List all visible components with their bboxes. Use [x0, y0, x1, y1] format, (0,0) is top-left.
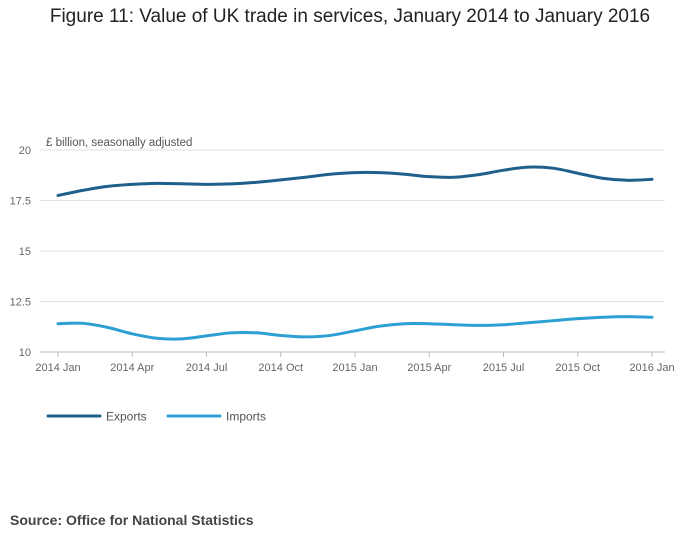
legend-item-exports[interactable]: Exports — [46, 410, 147, 424]
y-tick-label: 10 — [19, 347, 31, 359]
x-tick-label: 2014 Oct — [258, 362, 303, 374]
x-tick-label: 2015 Jan — [332, 362, 377, 374]
legend: Exports Imports — [46, 410, 266, 424]
series-line-imports[interactable] — [56, 315, 654, 341]
x-tick-label: 2015 Oct — [555, 362, 600, 374]
y-tick-label: 12.5 — [10, 297, 31, 309]
chart-title: Figure 11: Value of UK trade in services… — [49, 6, 651, 27]
series-line-exports[interactable] — [56, 165, 654, 197]
series-layer — [56, 165, 654, 341]
legend-label: Exports — [106, 410, 147, 424]
legend-item-imports[interactable]: Imports — [166, 410, 266, 424]
x-tick-label: 2014 Jul — [186, 362, 228, 374]
x-tick-label: 2015 Jul — [483, 362, 525, 374]
x-ticks: 2014 Jan 2014 Apr 2014 Jul 2014 Oct 2015 Jan… — [35, 352, 675, 374]
x-tick-label: 2014 Jan — [35, 362, 80, 374]
x-tick-label: 2015 Apr — [407, 362, 451, 374]
x-tick-label: 2014 Apr — [110, 362, 154, 374]
y-axis-label: £ billion, seasonally adjusted — [46, 137, 192, 149]
y-tick-label: 15 — [19, 246, 31, 258]
legend-label: Imports — [226, 410, 266, 424]
y-ticks: 10 12.5 15 17.5 20 — [10, 145, 31, 359]
grid-layer — [40, 149, 665, 353]
y-tick-label: 17.5 — [10, 196, 31, 208]
x-tick-label: 2016 Jan — [629, 362, 674, 374]
source-note: Source: Office for National Statistics — [10, 512, 254, 528]
y-tick-label: 20 — [19, 145, 31, 157]
